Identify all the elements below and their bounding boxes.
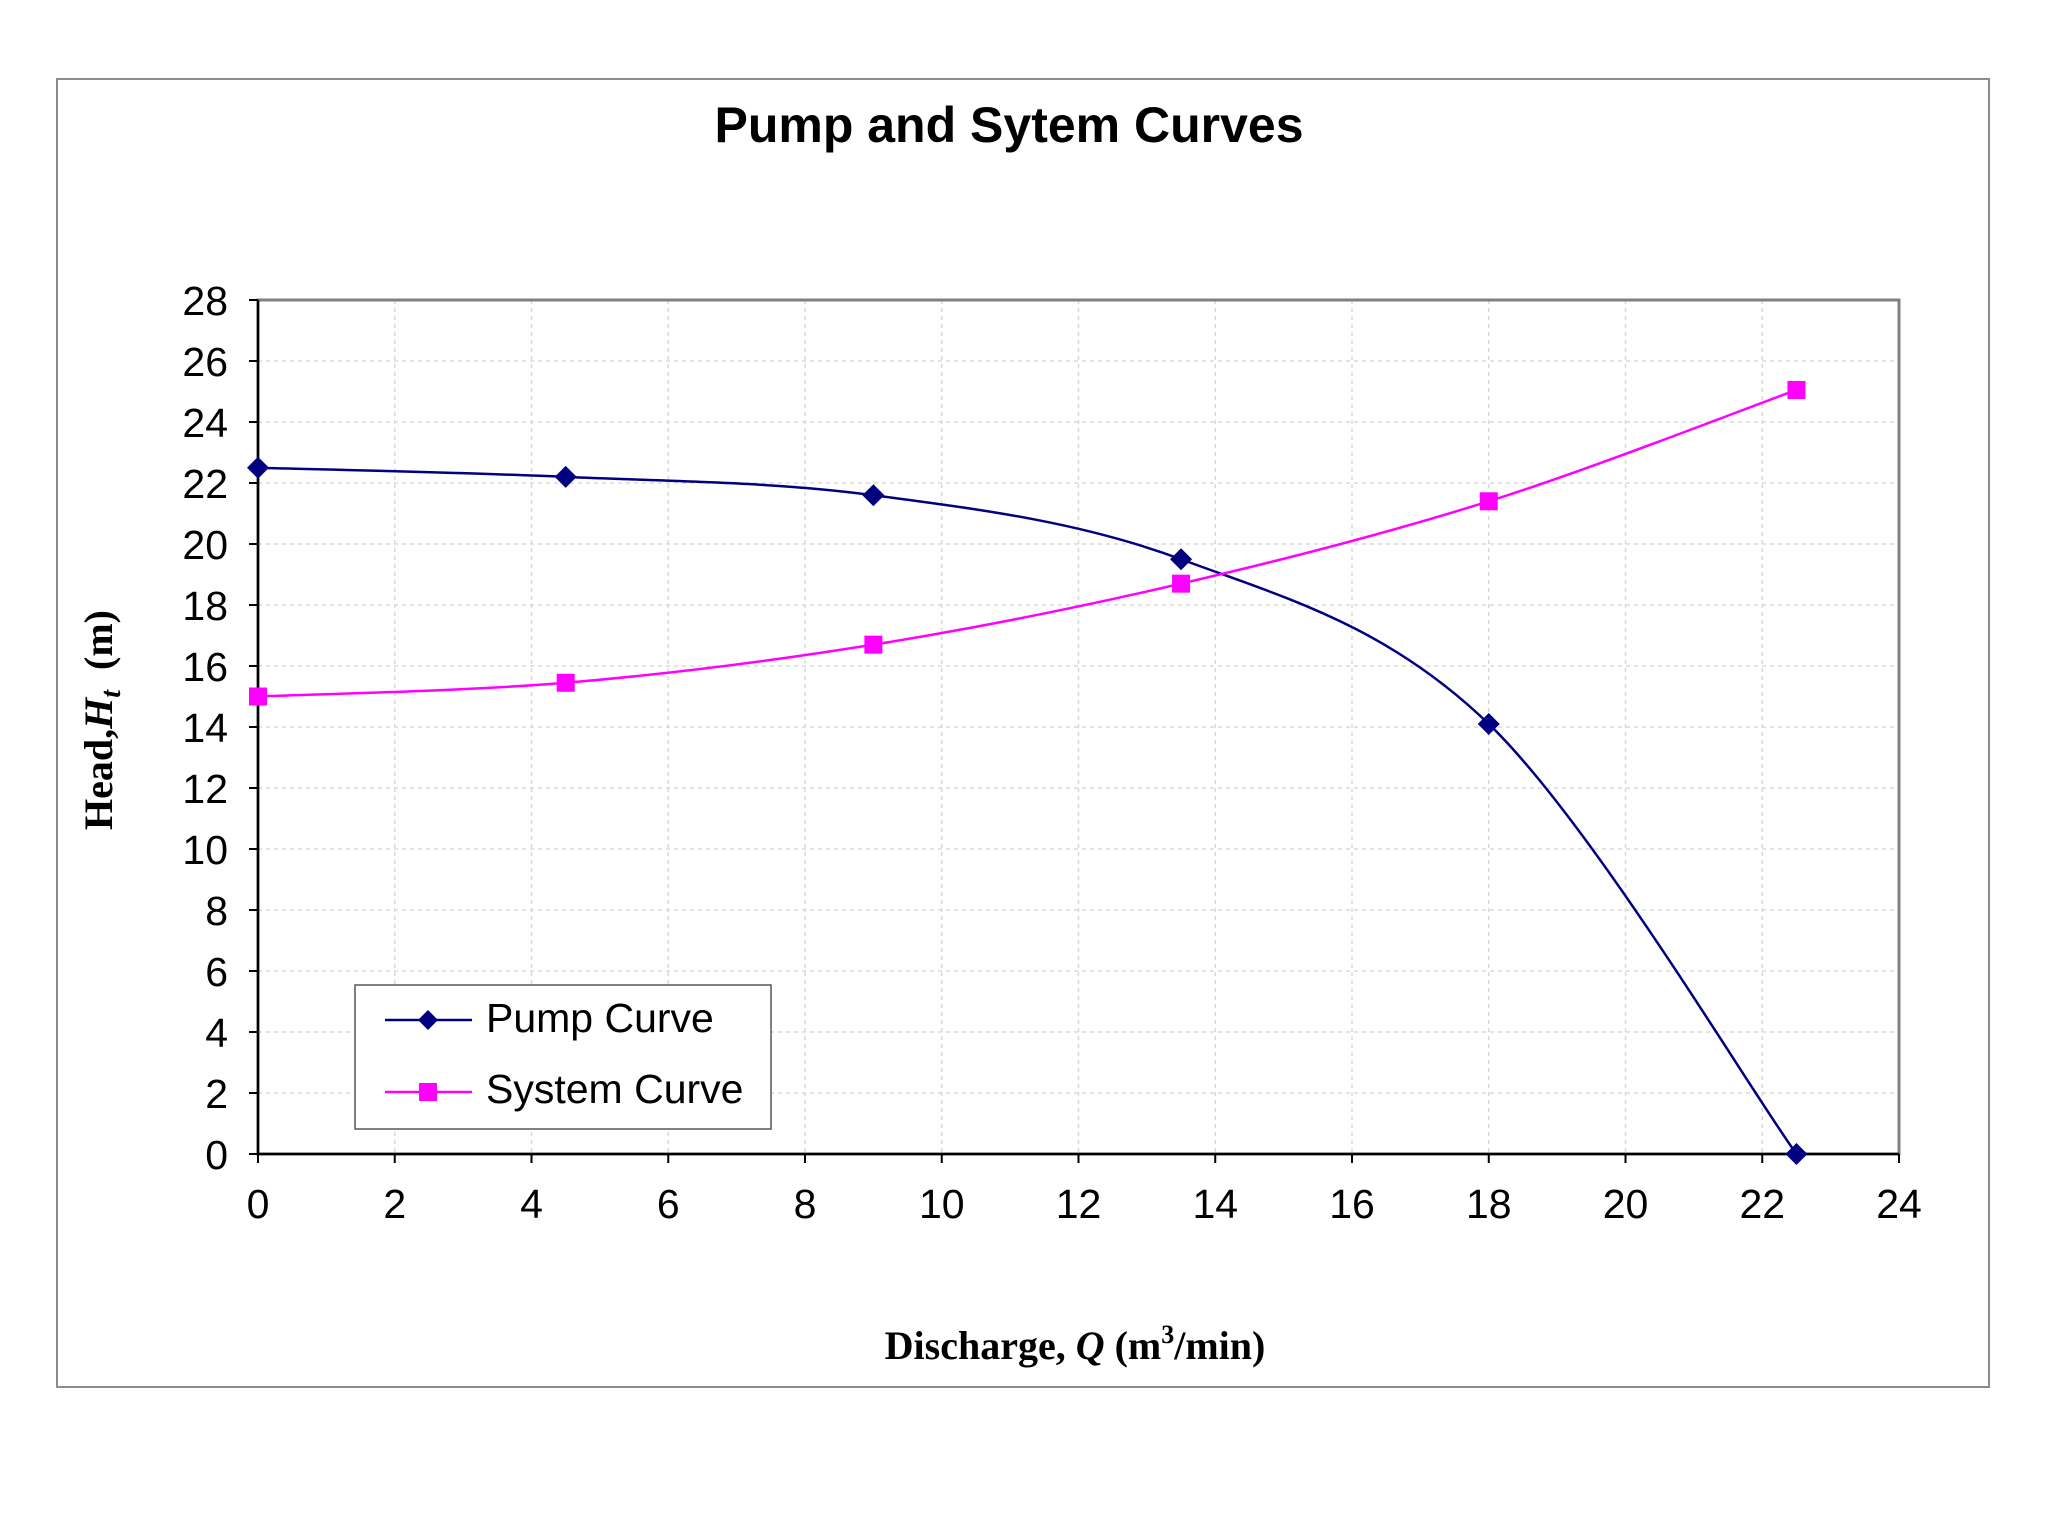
y-tick-label: 2 xyxy=(205,1071,228,1117)
x-axis-title-unit-post: /min) xyxy=(1173,1323,1265,1368)
y-tick-label: 26 xyxy=(182,339,228,385)
y-tick-label: 4 xyxy=(205,1010,228,1056)
system-curve-point xyxy=(1172,574,1191,593)
legend-label-pump: Pump Curve xyxy=(486,995,714,1041)
y-axis-title: Head,Ht (m) xyxy=(76,610,127,830)
pump-curve-line xyxy=(257,466,1798,1155)
legend-marker-system xyxy=(419,1083,437,1101)
legend: Pump Curve System Curve xyxy=(354,984,772,1130)
x-axis-title-unit-pre: (m xyxy=(1105,1323,1162,1368)
x-tick-label: 20 xyxy=(1603,1181,1649,1227)
y-tick-label: 14 xyxy=(182,705,228,751)
x-tick-label: 12 xyxy=(1056,1181,1102,1227)
x-axis-title-var: Q xyxy=(1076,1323,1105,1368)
x-tick-label: 0 xyxy=(247,1181,270,1227)
x-tick-label: 10 xyxy=(919,1181,965,1227)
pump-curve-point xyxy=(1785,1143,1808,1165)
x-axis-title: Discharge, Q (m3/min) xyxy=(885,1320,1266,1368)
y-axis-title-sub: t xyxy=(96,689,127,698)
system-curve-point xyxy=(864,635,883,654)
system-curve-point xyxy=(556,673,575,692)
y-tick-label: 12 xyxy=(182,766,228,812)
x-tick-label: 6 xyxy=(657,1181,680,1227)
y-tick-label: 22 xyxy=(182,461,228,507)
x-tick-label: 18 xyxy=(1466,1181,1512,1227)
legend-box xyxy=(354,984,772,1130)
legend-label-system: System Curve xyxy=(486,1066,743,1112)
chart-frame xyxy=(56,78,1990,1388)
chart-title: Pump and Sytem Curves xyxy=(714,97,1303,153)
y-tick-label: 28 xyxy=(182,278,228,324)
x-tick-label: 22 xyxy=(1739,1181,1785,1227)
y-tick-label: 20 xyxy=(182,522,228,568)
x-tick-label: 4 xyxy=(520,1181,543,1227)
tick-layer: 0 2 4 6 8 10 12 14 16 18 20 22 240246810121416182022… xyxy=(182,278,1921,1227)
series-layer xyxy=(247,380,1808,1165)
pump-curve-point xyxy=(1477,712,1500,735)
x-tick-label: 8 xyxy=(794,1181,817,1227)
x-axis-title-prefix: Discharge, xyxy=(885,1323,1076,1368)
x-tick-label: 14 xyxy=(1192,1181,1238,1227)
pump-curve-point xyxy=(247,456,269,479)
pump-curve-point xyxy=(862,484,885,507)
y-tick-label: 10 xyxy=(182,827,228,873)
y-axis-title-var: H xyxy=(76,696,121,730)
x-tick-label: 24 xyxy=(1876,1181,1922,1227)
y-tick-label: 8 xyxy=(205,888,228,934)
system-curve-point xyxy=(249,687,267,706)
system-curve-point xyxy=(1787,380,1806,399)
system-curve-point xyxy=(1479,492,1498,511)
y-tick-label: 24 xyxy=(182,400,228,446)
y-tick-label: 16 xyxy=(182,644,228,690)
y-axis-title-prefix: Head, xyxy=(76,729,121,830)
pump-curve-point xyxy=(1170,548,1193,571)
y-axis-title-unit: (m) xyxy=(76,610,121,690)
system-curve-line xyxy=(257,388,1797,698)
x-axis-title-sup: 3 xyxy=(1161,1320,1174,1349)
pump-curve-point xyxy=(554,465,577,488)
x-tick-label: 16 xyxy=(1329,1181,1375,1227)
y-tick-label: 6 xyxy=(205,949,228,995)
legend-marker-pump xyxy=(418,1010,438,1030)
x-tick-label: 2 xyxy=(383,1181,406,1227)
y-tick-label: 18 xyxy=(182,583,228,629)
y-tick-label: 0 xyxy=(205,1132,228,1178)
